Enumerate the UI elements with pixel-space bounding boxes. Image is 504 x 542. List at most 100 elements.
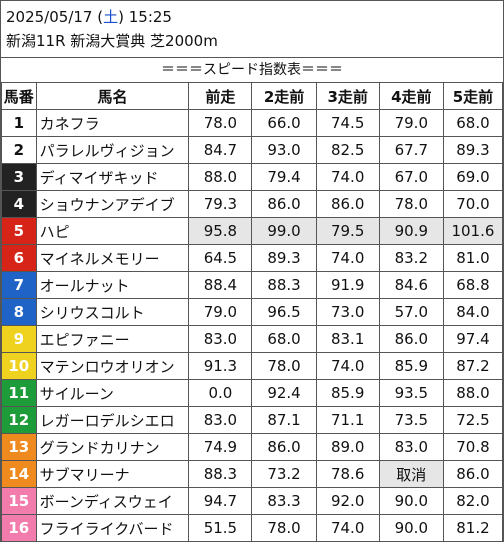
speed-index-cell: 73.0 <box>315 298 380 326</box>
horse-name: ショウナンアデイブ <box>35 190 190 218</box>
col-header-number: 馬番 <box>1 82 37 110</box>
speed-index-cell: 97.4 <box>442 325 504 353</box>
scratched-cell: 取消 <box>378 460 444 488</box>
horse-name: ディマイザキッド <box>35 163 190 191</box>
speed-index-cell: 0.0 <box>188 379 253 407</box>
speed-index-cell: 83.0 <box>188 406 253 434</box>
speed-index-cell: 89.3 <box>251 244 317 272</box>
speed-index-cell: 86.0 <box>315 190 380 218</box>
speed-index-cell: 88.0 <box>188 163 253 191</box>
col-header-name: 馬名 <box>35 82 190 110</box>
horse-number: 15 <box>1 487 37 515</box>
speed-index-cell: 90.0 <box>378 514 444 542</box>
horse-number: 11 <box>1 379 37 407</box>
speed-index-cell: 67.0 <box>378 163 444 191</box>
speed-index-cell: 74.0 <box>315 244 380 272</box>
horse-number: 2 <box>1 136 37 164</box>
horse-number: 8 <box>1 298 37 326</box>
horse-number: 1 <box>1 109 37 137</box>
speed-index-cell: 66.0 <box>251 109 317 137</box>
table-row: 9 エピファニー 83.0 68.0 83.1 86.0 97.4 <box>1 325 504 353</box>
speed-index-cell: 94.7 <box>188 487 253 515</box>
speed-index-cell: 79.4 <box>251 163 317 191</box>
speed-index-cell: 101.6 <box>442 217 504 245</box>
speed-index-cell: 74.0 <box>315 514 380 542</box>
speed-index-cell: 99.0 <box>251 217 317 245</box>
speed-index-cell: 79.3 <box>188 190 253 218</box>
day-of-week: 土 <box>103 8 119 26</box>
col-header-last: 前走 <box>188 82 253 110</box>
speed-index-cell: 78.6 <box>315 460 380 488</box>
speed-index-cell: 81.0 <box>442 244 504 272</box>
col-header-3back: 3走前 <box>315 82 380 110</box>
table-row: 1 カネフラ 78.0 66.0 74.5 79.0 68.0 <box>1 109 504 137</box>
horse-number: 5 <box>1 217 37 245</box>
speed-index-cell: 91.9 <box>315 271 380 299</box>
horse-number: 3 <box>1 163 37 191</box>
horse-name: マイネルメモリー <box>35 244 190 272</box>
speed-index-cell: 78.0 <box>251 352 317 380</box>
speed-index-cell: 92.0 <box>315 487 380 515</box>
speed-index-cell: 85.9 <box>378 352 444 380</box>
speed-index-cell: 90.9 <box>378 217 444 245</box>
speed-index-cell: 86.0 <box>251 190 317 218</box>
horse-name: サブマリーナ <box>35 460 190 488</box>
speed-index-cell: 93.5 <box>378 379 444 407</box>
table-row: 13 グランドカリナン 74.9 86.0 89.0 83.0 70.8 <box>1 433 504 461</box>
horse-number: 12 <box>1 406 37 434</box>
col-header-5back: 5走前 <box>442 82 504 110</box>
speed-index-cell: 96.5 <box>251 298 317 326</box>
horse-name: ボーンディスウェイ <box>35 487 190 515</box>
speed-index-cell: 83.0 <box>378 433 444 461</box>
horse-name: パラレルヴィジョン <box>35 136 190 164</box>
speed-index-cell: 84.0 <box>442 298 504 326</box>
speed-index-cell: 83.0 <box>188 325 253 353</box>
speed-index-cell: 89.3 <box>442 136 504 164</box>
speed-index-cell: 95.8 <box>188 217 253 245</box>
horse-number: 14 <box>1 460 37 488</box>
race-time: 15:25 <box>123 8 172 26</box>
race-date: 2025/05/17 <box>6 8 93 26</box>
speed-index-cell: 51.5 <box>188 514 253 542</box>
speed-index-cell: 78.0 <box>378 190 444 218</box>
horse-number: 16 <box>1 514 37 542</box>
speed-index-cell: 79.0 <box>378 109 444 137</box>
speed-index-cell: 74.0 <box>315 352 380 380</box>
speed-index-cell: 73.5 <box>378 406 444 434</box>
speed-index-cell: 81.2 <box>442 514 504 542</box>
speed-index-cell: 83.2 <box>378 244 444 272</box>
horse-name: ハピ <box>35 217 190 245</box>
speed-index-cell: 67.7 <box>378 136 444 164</box>
speed-index-cell: 82.5 <box>315 136 380 164</box>
speed-index-cell: 88.3 <box>251 271 317 299</box>
table-row: 5 ハピ 95.8 99.0 79.5 90.9 101.6 <box>1 217 504 245</box>
table-row: 8 シリウスコルト 79.0 96.5 73.0 57.0 84.0 <box>1 298 504 326</box>
table-row: 11 サイルーン 0.0 92.4 85.9 93.5 88.0 <box>1 379 504 407</box>
speed-index-cell: 79.5 <box>315 217 380 245</box>
speed-index-cell: 57.0 <box>378 298 444 326</box>
speed-index-cell: 70.0 <box>442 190 504 218</box>
speed-index-cell: 78.0 <box>251 514 317 542</box>
speed-index-cell: 64.5 <box>188 244 253 272</box>
col-header-4back: 4走前 <box>378 82 444 110</box>
speed-index-cell: 70.8 <box>442 433 504 461</box>
horse-name: レガーロデルシエロ <box>35 406 190 434</box>
col-header-2back: 2走前 <box>251 82 317 110</box>
horse-number: 4 <box>1 190 37 218</box>
horse-number: 7 <box>1 271 37 299</box>
horse-number: 10 <box>1 352 37 380</box>
table-row: 10 マテンロウオリオン 91.3 78.0 74.0 85.9 87.2 <box>1 352 504 380</box>
speed-index-cell: 88.0 <box>442 379 504 407</box>
speed-index-cell: 83.3 <box>251 487 317 515</box>
horse-number: 6 <box>1 244 37 272</box>
speed-index-cell: 86.0 <box>378 325 444 353</box>
horse-name: エピファニー <box>35 325 190 353</box>
horse-number: 9 <box>1 325 37 353</box>
table-row: 12 レガーロデルシエロ 83.0 87.1 71.1 73.5 72.5 <box>1 406 504 434</box>
horse-name: シリウスコルト <box>35 298 190 326</box>
speed-index-cell: 89.0 <box>315 433 380 461</box>
speed-index-cell: 82.0 <box>442 487 504 515</box>
table-header-row: 馬番 馬名 前走 2走前 3走前 4走前 5走前 <box>1 82 504 110</box>
horse-name: サイルーン <box>35 379 190 407</box>
table-row: 15 ボーンディスウェイ 94.7 83.3 92.0 90.0 82.0 <box>1 487 504 515</box>
